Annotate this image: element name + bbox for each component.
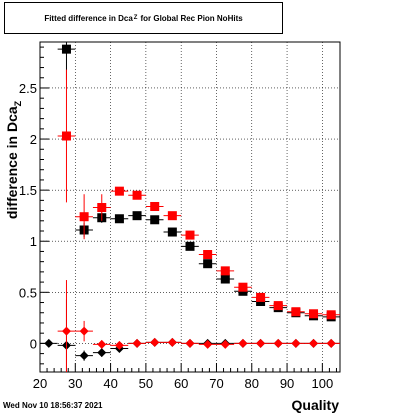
data-point-diamond <box>44 338 54 348</box>
timestamp-footer: Wed Nov 10 18:56:37 2021 <box>3 401 103 410</box>
data-point-diamond <box>150 337 160 347</box>
data-point-diamond <box>114 340 124 350</box>
x-tick-label: 100 <box>312 376 334 391</box>
data-point-square <box>150 201 160 211</box>
y-tick-label: 0 <box>30 336 37 351</box>
data-point-diamond <box>309 338 319 348</box>
data-point-square <box>167 227 177 237</box>
x-tick-label: 30 <box>68 376 82 391</box>
data-point-diamond <box>79 351 89 361</box>
data-point-square <box>185 230 195 240</box>
chart-title-main: Fitted difference in Dca <box>44 13 133 23</box>
y-tick-label: 2.5 <box>19 81 37 96</box>
data-point-square <box>203 259 213 269</box>
data-point-diamond <box>238 338 248 348</box>
data-point-square <box>326 310 336 320</box>
data-point-square <box>203 250 213 260</box>
data-point-diamond <box>185 338 195 348</box>
data-point-square <box>132 211 142 221</box>
data-point-square <box>79 212 89 222</box>
data-marks <box>40 42 340 372</box>
y-axis-label-text: difference in Dca <box>4 106 20 219</box>
data-point-diamond <box>256 338 266 348</box>
data-point-diamond <box>97 348 107 358</box>
data-point-square <box>273 301 283 311</box>
data-point-square <box>132 190 142 200</box>
data-point-square <box>238 282 248 292</box>
data-point-square <box>291 307 301 317</box>
chart-title-subscript: Z <box>133 15 138 21</box>
data-point-diamond <box>203 339 213 349</box>
data-point-diamond <box>132 338 142 348</box>
x-tick-label: 70 <box>209 376 223 391</box>
data-point-square <box>256 292 266 302</box>
chart-title: Fitted difference in Dca Z for Global Re… <box>4 2 283 34</box>
y-tick-label: 1 <box>30 234 37 249</box>
data-point-square <box>150 215 160 225</box>
data-point-diamond <box>61 326 71 336</box>
data-point-diamond <box>220 339 230 349</box>
data-point-square <box>309 309 319 319</box>
data-point-square <box>220 266 230 276</box>
y-axis-label: difference in DcaZ <box>4 100 23 219</box>
data-point-square <box>114 214 124 224</box>
axes: 20 30 40 50 60 70 80 90 100 0 0.5 1 1.5 2 2.5 <box>19 46 337 391</box>
data-point-square <box>97 203 107 213</box>
y-tick-label: 0.5 <box>19 285 37 300</box>
plot-frame <box>39 41 341 373</box>
data-point-square <box>61 44 71 54</box>
data-point-square <box>220 274 230 284</box>
data-point-diamond <box>273 338 283 348</box>
x-tick-label: 80 <box>245 376 259 391</box>
y-axis-label-group: difference in DcaZ <box>4 100 23 219</box>
y-axis-label-subscript: Z <box>13 100 23 106</box>
data-point-diamond <box>79 326 89 336</box>
data-point-diamond <box>291 338 301 348</box>
data-point-square <box>167 211 177 221</box>
data-point-diamond <box>167 337 177 347</box>
grid <box>40 42 340 372</box>
x-axis-label: Quality <box>292 397 340 413</box>
x-tick-label: 20 <box>33 376 47 391</box>
y-tick-label: 2 <box>30 132 37 147</box>
chart-title-tail: for Global Rec Pion NoHits <box>140 13 243 23</box>
data-point-diamond <box>326 338 336 348</box>
y-tick-label: 1.5 <box>19 183 37 198</box>
x-tick-label: 40 <box>103 376 117 391</box>
x-tick-label: 90 <box>280 376 294 391</box>
data-point-square <box>61 131 71 141</box>
data-point-square <box>185 241 195 251</box>
data-point-square <box>114 186 124 196</box>
x-tick-label: 60 <box>174 376 188 391</box>
x-tick-label: 50 <box>139 376 153 391</box>
data-point-diamond <box>97 339 107 349</box>
